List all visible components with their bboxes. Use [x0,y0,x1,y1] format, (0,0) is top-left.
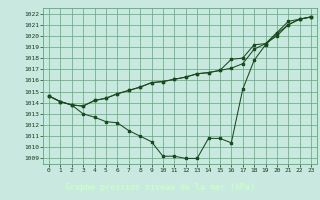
Text: Graphe pression niveau de la mer (hPa): Graphe pression niveau de la mer (hPa) [65,184,255,192]
